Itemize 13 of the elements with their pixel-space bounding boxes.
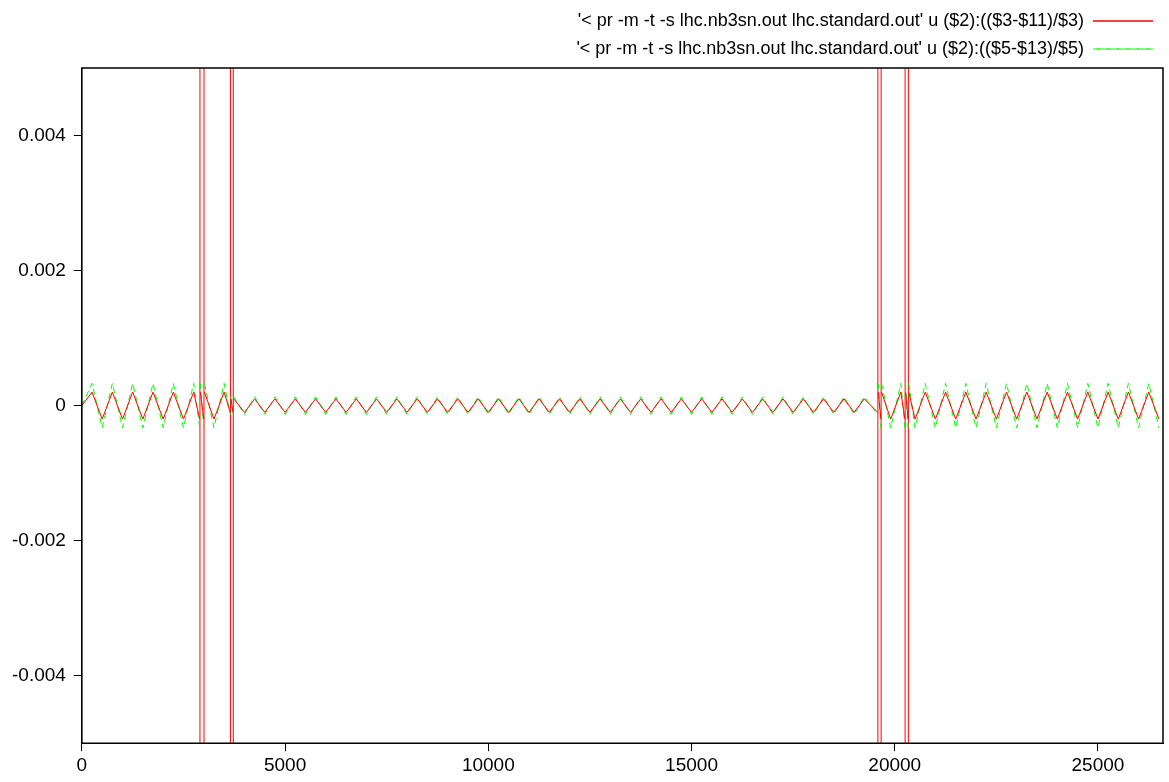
x-tick-label: 20000 xyxy=(868,753,922,775)
y-tick-label: -0.004 xyxy=(12,663,67,685)
x-tick-label: 10000 xyxy=(461,753,515,775)
y-tick-label: 0.004 xyxy=(18,123,67,145)
y-tick-label: 0.002 xyxy=(18,258,66,280)
legend-label: '< pr -m -t -s lhc.nb3sn.out lhc.standard.out' u ($2):(($3-$11)/$3) xyxy=(577,9,1084,30)
x-tick-label: 5000 xyxy=(263,753,307,775)
x-tick-label: 25000 xyxy=(1071,753,1125,775)
x-tick-label: 0 xyxy=(76,753,88,775)
y-tick-label: 0 xyxy=(55,393,66,415)
legend-label: '< pr -m -t -s lhc.nb3sn.out lhc.standard.out' u ($2):(($5-$13)/$5) xyxy=(576,37,1084,58)
x-tick-label: 15000 xyxy=(665,753,718,775)
y-tick-label: -0.002 xyxy=(12,528,66,550)
